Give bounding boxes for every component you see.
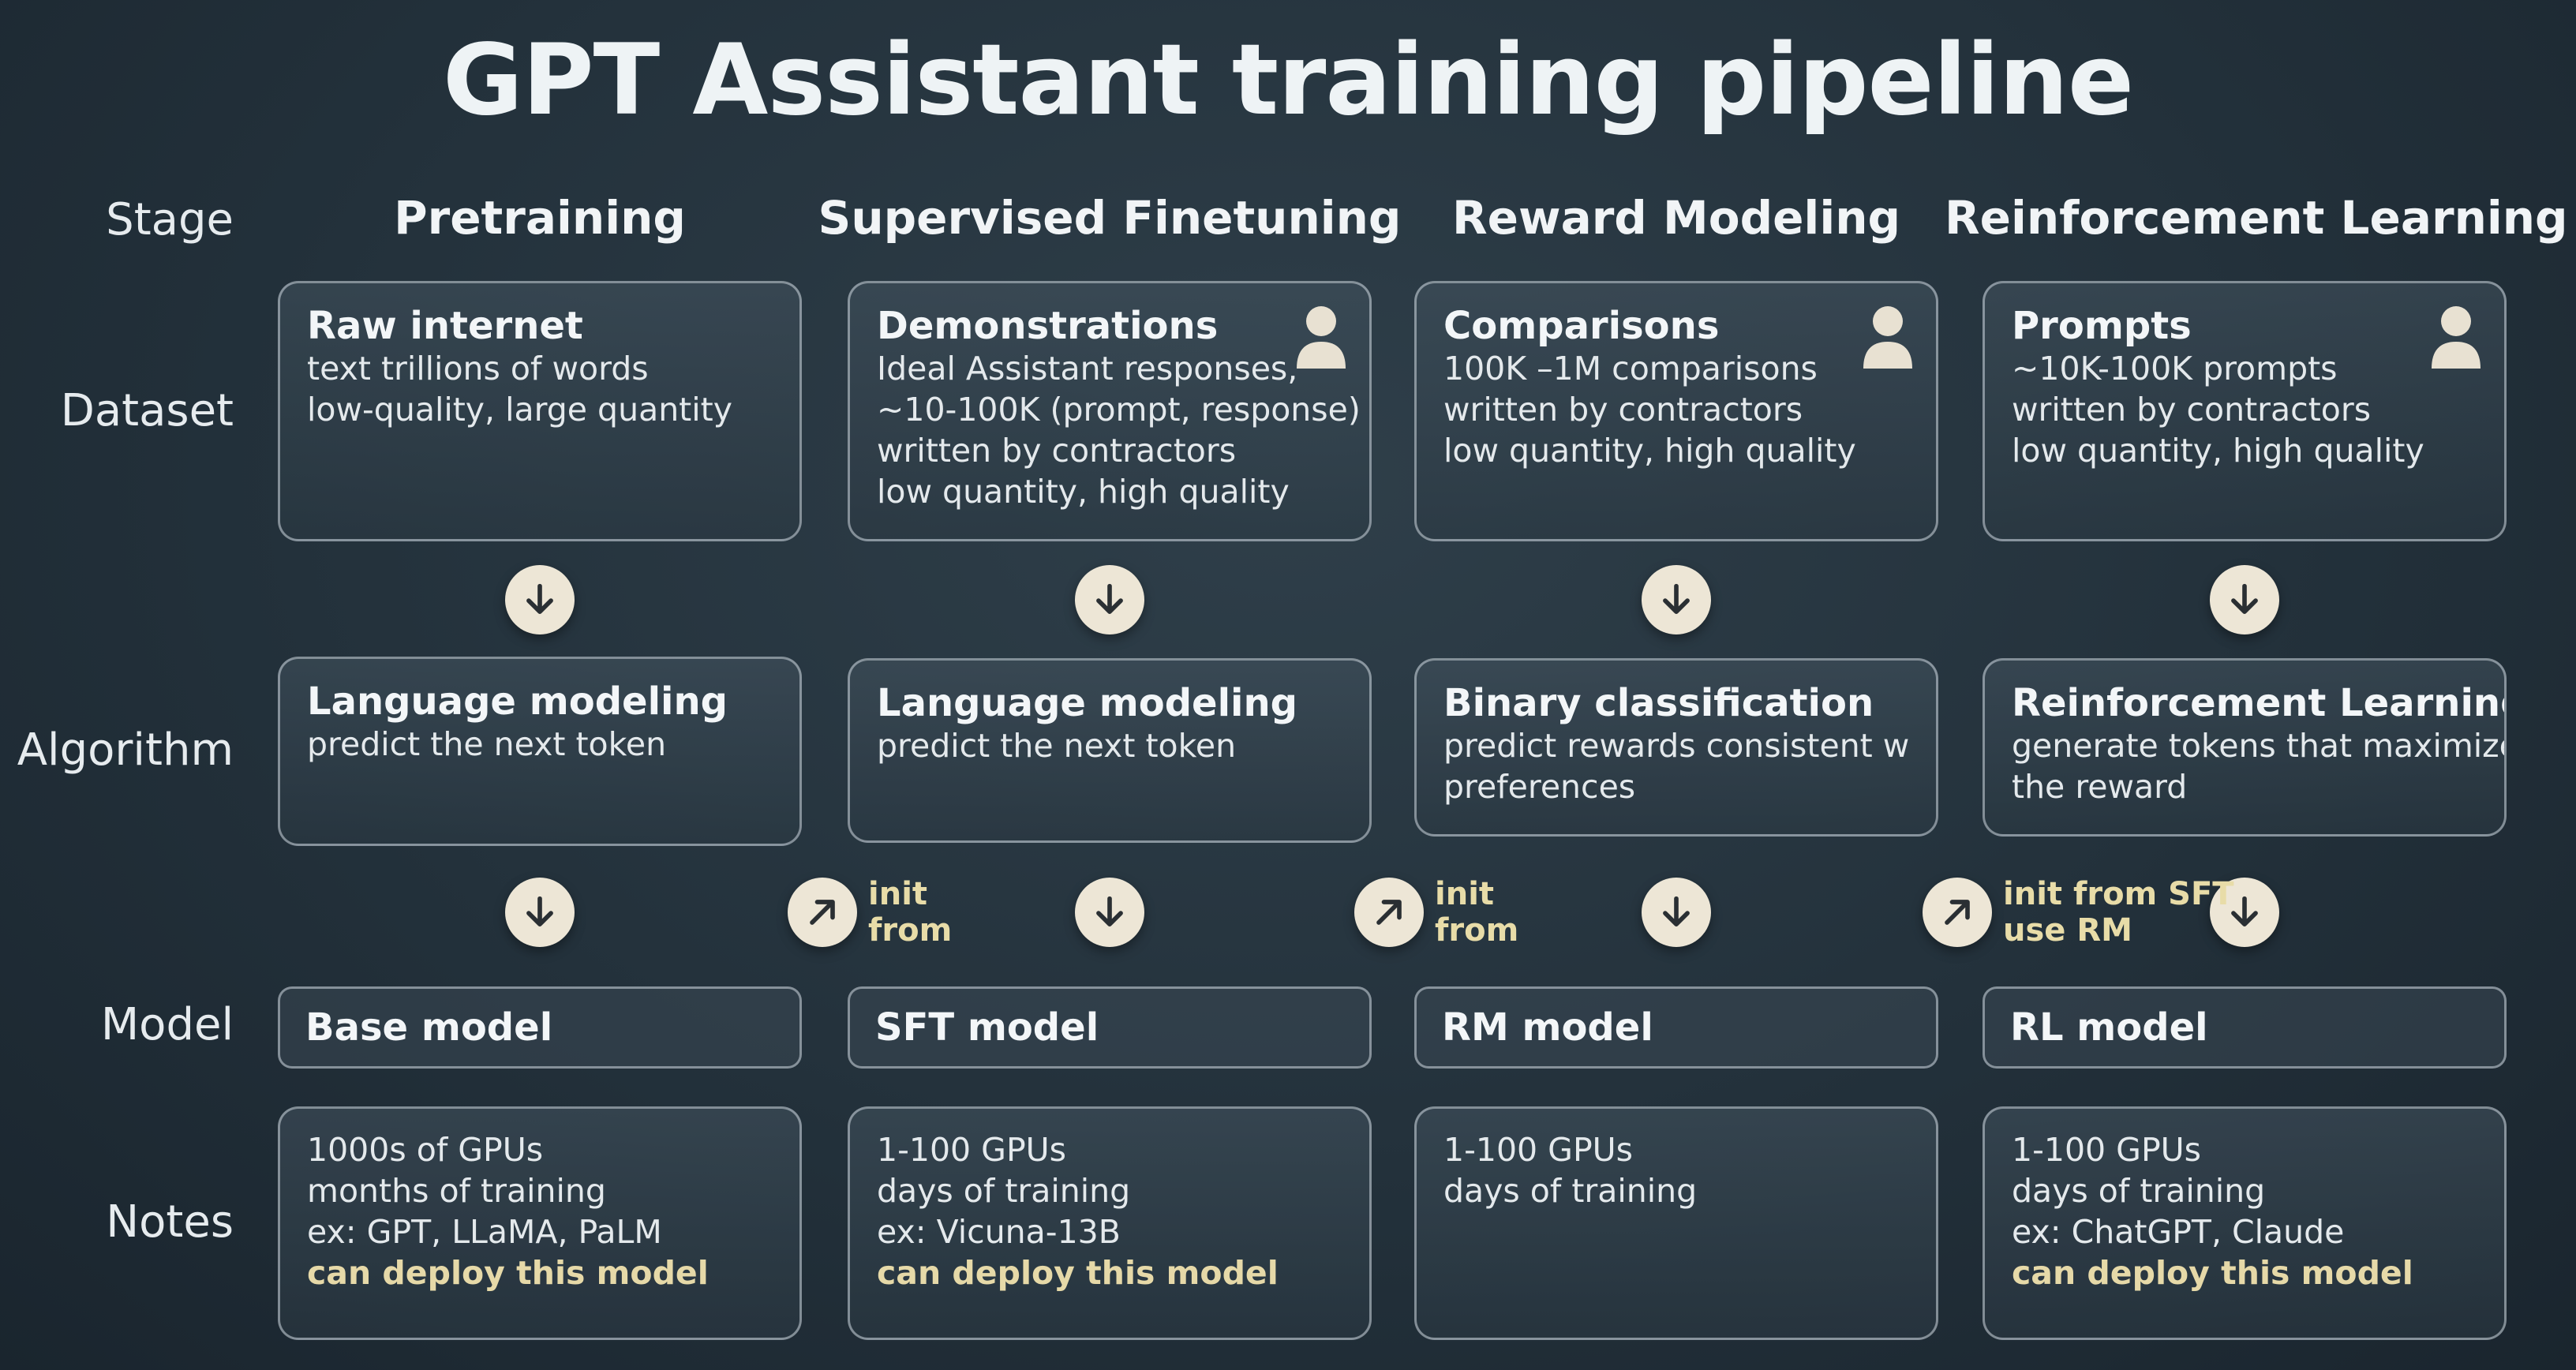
dataset-line: written by contractors xyxy=(877,432,1237,470)
model-box: SFT model xyxy=(848,986,1372,1069)
algorithm-heading: Language modeling xyxy=(877,681,1298,725)
arrow-down-icon xyxy=(2210,565,2279,634)
dataset-line: low quantity, high quality xyxy=(1443,432,1856,470)
dataset-box: Prompts ~10K-100K prompts written by contr… xyxy=(1983,281,2507,541)
deploy-note: can deploy this model xyxy=(2012,1254,2413,1292)
notes-box: 1000s of GPUs months of training ex: GPT, … xyxy=(278,1106,802,1340)
dataset-line: 100K –1M comparisons xyxy=(1443,350,1818,387)
dataset-heading: Comparisons xyxy=(1443,304,1720,348)
dataset-box: Raw internet text trillions of words low-q… xyxy=(278,281,802,541)
page-title: GPT Assistant training pipeline xyxy=(442,24,2134,137)
arrow-down-icon xyxy=(1642,565,1711,634)
dataset-heading: Prompts xyxy=(2012,304,2192,348)
model-box: RM model xyxy=(1414,986,1938,1069)
dataset-line: text trillions of words xyxy=(307,350,649,387)
row-label-stage: Stage xyxy=(106,194,234,245)
algorithm-heading: Language modeling xyxy=(307,679,728,724)
dataset-line: low quantity, high quality xyxy=(877,473,1290,511)
notes-line: days of training xyxy=(1443,1172,1698,1210)
algorithm-line: the reward xyxy=(2012,768,2188,806)
arrow-down-icon xyxy=(1642,878,1711,947)
init-from-line: from xyxy=(868,912,953,949)
stage-header: Reinforcement Learning xyxy=(1945,191,2568,245)
dataset-line: ~10-100K (prompt, response) xyxy=(877,391,1361,429)
arrow-down-icon xyxy=(1075,878,1144,947)
stage-header: Pretraining xyxy=(394,191,686,245)
arrow-down-icon xyxy=(505,565,575,634)
init-from-label: init from xyxy=(868,876,952,949)
notes-box: 1-100 GPUs days of training ex: ChatGPT, C… xyxy=(1983,1106,2507,1340)
algorithm-box: Binary classification predict rewards con… xyxy=(1414,658,1938,837)
arrow-down-icon xyxy=(2210,878,2279,947)
notes-line: ex: Vicuna-13B xyxy=(877,1213,1121,1251)
init-from-line: init xyxy=(1435,876,1495,912)
dataset-line: Ideal Assistant responses, xyxy=(877,350,1298,387)
algorithm-line: generate tokens that maximize xyxy=(2012,727,2507,765)
notes-line: days of training xyxy=(2012,1172,2266,1210)
notes-line: days of training xyxy=(877,1172,1131,1210)
algorithm-line: predict the next token xyxy=(877,727,1237,765)
deploy-note: can deploy this model xyxy=(307,1254,709,1292)
dataset-line: written by contractors xyxy=(2012,391,2372,429)
algorithm-heading: Reinforcement Learning xyxy=(2012,681,2507,725)
init-from-line: init from SFT xyxy=(2003,876,2234,912)
notes-line: 1000s of GPUs xyxy=(307,1131,544,1169)
person-icon xyxy=(2428,304,2484,369)
stage-header: Supervised Finetuning xyxy=(818,191,1402,245)
dataset-line: low quantity, high quality xyxy=(2012,432,2424,470)
row-label-model: Model xyxy=(100,999,234,1050)
notes-line: ex: GPT, LLaMA, PaLM xyxy=(307,1213,662,1251)
algorithm-box: Reinforcement Learning generate tokens th… xyxy=(1983,658,2507,837)
algorithm-box: Language modeling predict the next token xyxy=(848,658,1372,843)
dataset-line: written by contractors xyxy=(1443,391,1803,429)
arrow-up-right-icon xyxy=(1923,878,1992,947)
algorithm-line: preferences xyxy=(1443,768,1636,806)
row-label-dataset: Dataset xyxy=(60,385,234,436)
arrow-down-icon xyxy=(1075,565,1144,634)
dataset-line: low-quality, large quantity xyxy=(307,391,732,429)
init-from-label: init from SFT use RM xyxy=(2003,876,2234,949)
row-label-notes: Notes xyxy=(106,1196,234,1248)
arrow-up-right-icon xyxy=(788,878,857,947)
arrow-down-icon xyxy=(505,878,575,947)
dataset-box: Demonstrations Ideal Assistant responses,… xyxy=(848,281,1372,541)
person-icon xyxy=(1294,304,1349,369)
algorithm-line: predict rewards consistent w xyxy=(1443,727,1910,765)
notes-line: ex: ChatGPT, Claude xyxy=(2012,1213,2345,1251)
stage-header: Reward Modeling xyxy=(1451,191,1901,245)
person-icon xyxy=(1860,304,1915,369)
dataset-heading: Raw internet xyxy=(307,304,583,348)
notes-line: 1-100 GPUs xyxy=(877,1131,1067,1169)
notes-box: 1-100 GPUs days of training xyxy=(1414,1106,1938,1340)
algorithm-heading: Binary classification xyxy=(1443,681,1874,725)
init-from-line: use RM xyxy=(2003,912,2132,949)
arrow-up-right-icon xyxy=(1354,878,1424,947)
model-box: RL model xyxy=(1983,986,2507,1069)
dataset-box: Comparisons 100K –1M comparisons written b… xyxy=(1414,281,1938,541)
model-box: Base model xyxy=(278,986,802,1069)
init-from-line: init xyxy=(868,876,928,912)
init-from-line: from xyxy=(1435,912,1519,949)
algorithm-line: predict the next token xyxy=(307,725,667,763)
notes-line: 1-100 GPUs xyxy=(1443,1131,1634,1169)
notes-line: 1-100 GPUs xyxy=(2012,1131,2202,1169)
deploy-note: can deploy this model xyxy=(877,1254,1279,1292)
algorithm-box: Language modeling predict the next token xyxy=(278,657,802,846)
notes-line: months of training xyxy=(307,1172,606,1210)
dataset-line: ~10K-100K prompts xyxy=(2012,350,2338,387)
notes-box: 1-100 GPUs days of training ex: Vicuna-13B… xyxy=(848,1106,1372,1340)
row-label-algorithm: Algorithm xyxy=(17,724,234,776)
dataset-heading: Demonstrations xyxy=(877,304,1219,348)
init-from-label: init from xyxy=(1435,876,1518,949)
